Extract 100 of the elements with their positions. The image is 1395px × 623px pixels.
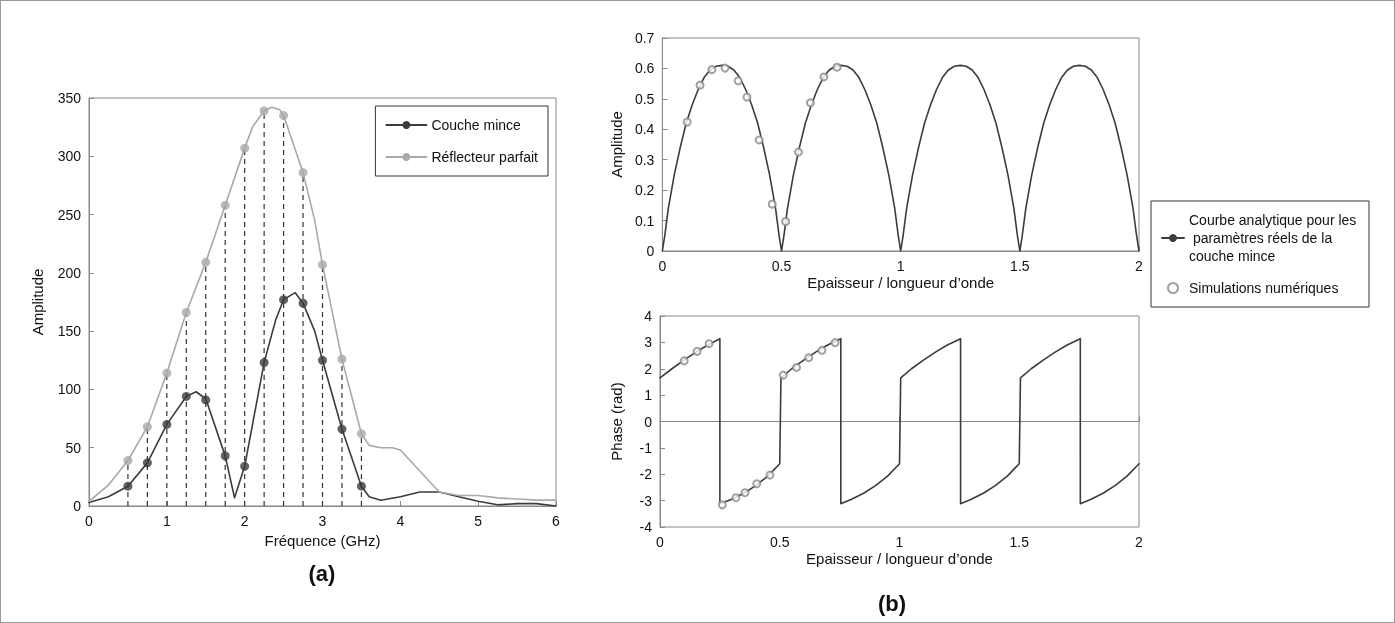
y-tick-label: -3 [639, 492, 653, 509]
point [142, 422, 152, 432]
x-tick-label: 1.5 [1009, 534, 1030, 550]
x-tick-label: 0 [656, 534, 665, 550]
point [201, 257, 211, 267]
point [792, 362, 802, 372]
point [717, 500, 727, 510]
point [765, 470, 775, 480]
point [781, 216, 791, 226]
point [692, 346, 702, 356]
point [123, 481, 133, 491]
y-tick-label: 100 [57, 381, 82, 398]
y-tick-label: -1 [639, 439, 653, 456]
y-tick-label: 50 [65, 439, 82, 456]
y-tick-label: 1 [644, 387, 653, 404]
x-axis-title: Fréquence (GHz) [264, 531, 381, 549]
text: (a) [308, 560, 336, 586]
point [123, 456, 133, 466]
point [162, 419, 172, 429]
point [742, 92, 752, 102]
x-tick-label: 4 [396, 513, 405, 529]
point [752, 479, 762, 489]
y-tick-label: 0.3 [634, 151, 655, 168]
y-tick-label: -4 [639, 519, 653, 535]
y-tick-label: 2 [644, 360, 653, 377]
y-tick-label: 3 [644, 334, 653, 351]
x-tick-label: 0 [658, 258, 667, 274]
y-tick-label: 350 [57, 90, 82, 106]
point [181, 307, 191, 317]
point [220, 200, 230, 210]
point [740, 488, 750, 498]
point [279, 110, 289, 120]
point [142, 458, 152, 468]
point [682, 117, 692, 127]
y-tick-label: 0.5 [634, 90, 655, 107]
point [356, 481, 366, 491]
x-tick-label: 5 [474, 513, 483, 529]
y-tick-label: 0.4 [634, 121, 655, 138]
point [804, 353, 814, 363]
x-tick-label: 1.5 [1010, 258, 1030, 274]
x-tick-label: 0.5 [770, 534, 790, 550]
point [767, 199, 777, 209]
point [220, 451, 230, 461]
y-tick-label: 4 [644, 308, 653, 324]
point [318, 355, 327, 365]
point [832, 62, 842, 72]
point [298, 168, 308, 178]
line-series [88, 106, 557, 503]
y-tick-label: 0 [646, 243, 655, 259]
point [679, 356, 689, 366]
point [181, 391, 191, 401]
x-tick-label: 3 [318, 513, 327, 529]
point [259, 358, 269, 368]
point [337, 424, 347, 434]
point [754, 135, 764, 145]
legend-label: Couche mince [431, 117, 522, 133]
y-tick-label: 0 [644, 413, 653, 430]
y-tick-label: 150 [57, 323, 82, 340]
legend-label: Courbe analytique pour les paramètres réels de la couche mince [1189, 212, 1357, 264]
point [337, 354, 347, 364]
y-tick-label: 250 [57, 206, 82, 223]
x-tick-label: 2 [1135, 534, 1144, 550]
y-axis-title: Amplitude [608, 111, 625, 178]
y-axis-title: Phase (rad) [608, 382, 625, 461]
point [733, 76, 743, 86]
point [695, 80, 705, 90]
y-tick-label: 0.7 [634, 30, 655, 46]
point [707, 65, 717, 75]
point [704, 339, 714, 349]
x-tick-label: 6 [552, 513, 561, 529]
point [805, 98, 815, 108]
x-tick-label: 2 [240, 513, 249, 529]
point [731, 493, 741, 503]
y-tick-label: 0.1 [634, 212, 655, 229]
point [720, 63, 730, 73]
point [298, 298, 308, 308]
point [318, 260, 327, 270]
x-tick-label: 0.5 [771, 258, 792, 274]
x-tick-label: 1 [896, 258, 905, 274]
y-tick-label: 0.2 [634, 182, 655, 199]
x-axis-title: Epaisseur / longueur d’onde [807, 274, 995, 291]
y-tick-label: 0 [73, 498, 82, 514]
point [240, 461, 250, 471]
point [830, 338, 840, 348]
y-tick-label: 200 [57, 264, 82, 281]
point [819, 72, 829, 82]
point [279, 295, 289, 305]
point [817, 345, 827, 355]
x-axis-title: Epaisseur / longueur d’onde [806, 550, 993, 567]
x-tick-label: 0 [85, 513, 94, 529]
x-tick-label: 1 [162, 513, 171, 529]
y-tick-label: 0.6 [634, 60, 655, 77]
point [201, 395, 211, 405]
y-tick-label: -2 [639, 466, 653, 483]
x-tick-label: 1 [895, 534, 904, 550]
x-tick-label: 2 [1135, 258, 1144, 274]
point [259, 106, 269, 116]
point [778, 370, 788, 380]
point [240, 143, 250, 153]
point [356, 429, 366, 439]
